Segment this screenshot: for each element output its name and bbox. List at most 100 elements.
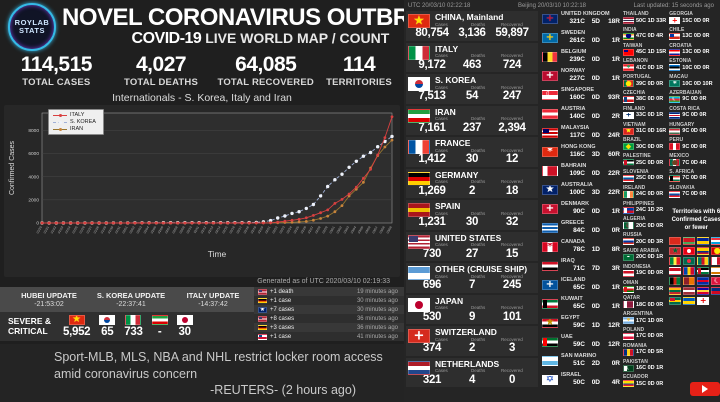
data-point: [297, 210, 301, 214]
flag-mexico: ●: [669, 159, 681, 167]
mini-country-row: VIETNAM ★ 31C 0D 16R: [623, 122, 666, 138]
country-name: VIETNAM: [623, 121, 646, 128]
country-numbers: 160C 0D 93R: [561, 94, 620, 101]
data-point: [340, 198, 344, 201]
cases-value: 261C: [569, 37, 585, 45]
cases-value: 1,269: [418, 184, 446, 197]
deaths-value: 2: [468, 184, 476, 197]
country-name: OMAN: [623, 279, 639, 286]
x-tick-label: 02/19: [250, 225, 257, 234]
deaths-value: 0D: [591, 94, 600, 102]
country-name: ICELAND: [561, 277, 586, 283]
country-name: HONG KONG: [561, 144, 596, 150]
severe-item-japan: 30: [176, 315, 193, 338]
country-numbers: 71C 7D 3R: [561, 265, 620, 272]
deaths-value: 9: [468, 310, 476, 323]
mini-country-row: BAHRAIN 109C 0D 22R: [541, 163, 620, 182]
severe-item-china: ★ 5,952: [63, 315, 91, 338]
country-name: QATAR: [623, 295, 641, 302]
x-tick-label: 03/03: [343, 225, 350, 234]
country-name: UNITED KINGDOM: [561, 11, 610, 17]
legend-dot: [58, 127, 62, 131]
flag-israel: ✡: [542, 375, 558, 385]
recovered-value: 1R: [611, 37, 620, 45]
flag-south-korea: [408, 77, 430, 91]
col-header-label: Deaths: [471, 305, 486, 310]
country-numbers: 24C 1D 2R: [636, 207, 664, 214]
country-name: PORTUGAL: [623, 74, 652, 81]
subtitle-rest: LIVE WORLD MAP / COUNT: [201, 30, 390, 47]
data-point: [362, 176, 365, 180]
recovered-value: 18R: [608, 18, 620, 26]
country-numbers: 13C 0D 0R: [682, 33, 710, 40]
mini-country-row: LEBANON * 41C 0D 1R: [623, 58, 666, 74]
beijing-time: Beijing 20/03/10 10:22:18: [517, 3, 587, 9]
deaths-value: 0D: [591, 56, 600, 64]
territory-flag: [683, 266, 696, 275]
country-name: DENMARK: [561, 201, 590, 207]
logo-text-1: ROYLAB: [14, 17, 50, 27]
flag-emblem: ★: [671, 246, 679, 255]
legend-marker: [53, 120, 67, 124]
country-name: FINLAND: [623, 105, 645, 112]
y-tick-label: 2000: [28, 197, 39, 203]
data-point: [283, 219, 287, 223]
cases-value: 80,754: [415, 27, 449, 39]
flag-emblem: ★: [625, 127, 632, 135]
x-tick-label: 01/28: [93, 225, 100, 234]
country-name: TAIWAN: [623, 42, 643, 49]
data-point: [297, 217, 301, 221]
mini-country-row: AZERBAIJAN ☾ 9C 0D 0R: [669, 90, 720, 106]
flag-estonia: [669, 64, 681, 72]
country-data-row: ☾ 9C 0D 0R: [669, 95, 720, 103]
data-point: [333, 202, 337, 205]
cases-value: 117C: [569, 132, 585, 140]
flag-emblem: ★: [413, 14, 425, 28]
country-name: ESTONIA: [669, 58, 692, 65]
flag-hoist-band: [624, 365, 627, 371]
flag-south-africa: [669, 174, 681, 182]
country-numbers: 30C 0D 0R: [636, 143, 664, 150]
country-name: GEORGIA: [669, 11, 693, 17]
flag-hong-kong: *: [542, 147, 558, 157]
country-card: IRAN Cases Deaths Recovered 7,161 237 2,394: [406, 105, 538, 135]
data-point: [347, 192, 351, 196]
country-name: POLAND: [623, 326, 645, 333]
flag-egypt: ★: [542, 318, 558, 328]
country-data-row: ★ 31C 0D 16R: [623, 127, 666, 135]
country-col-headers: Cases Deaths Recovered: [435, 368, 535, 374]
flag-emblem: *: [547, 147, 553, 157]
col-header-label: Recovered: [501, 147, 523, 153]
country-col-headers: Cases Deaths Recovered: [435, 210, 535, 217]
flag-canton: [259, 316, 263, 319]
country-name: PHILIPPINES: [623, 200, 655, 207]
x-tick-label: 01/21: [43, 225, 50, 234]
data-point: [54, 221, 58, 225]
cases-value: 90C: [573, 208, 585, 216]
country-numbers: 59C 0D 12R: [561, 341, 620, 348]
flag-iceland: +: [542, 280, 558, 290]
cases-value: 109C: [569, 170, 585, 178]
flag-croatia: [669, 48, 681, 56]
country-numbers: 59C 1D 12R: [561, 322, 620, 329]
x-tick-label: 01/29: [100, 225, 107, 234]
col-header-label: Recovered: [501, 84, 523, 90]
flag-iran: [151, 315, 168, 326]
col-header-label: Recovered: [501, 242, 523, 247]
data-point: [304, 206, 308, 211]
territory-flag: [697, 246, 710, 255]
flag-emblem: ●: [625, 80, 632, 88]
country-name: SAN MARINO: [561, 353, 597, 359]
country-name: OTHER (CRUISE SHIP): [435, 265, 528, 274]
col-header-label: Cases: [435, 210, 448, 216]
country-card: UNITED STATES Cases Deaths Recovered 730 27 15: [406, 231, 538, 261]
updates-and-severe: HUBEI UPDATE -21:53:02 S. KOREA UPDATE -22:…: [0, 287, 254, 342]
deaths-value: 0D: [591, 113, 600, 121]
x-tick-label: 03/08: [378, 225, 385, 234]
mini-country-row: BRAZIL ◆ 30C 0D 0R: [623, 137, 666, 153]
youtube-logo[interactable]: [690, 382, 720, 396]
deaths-value: 7D: [591, 265, 600, 273]
mini-country-row: UAE 59C 0D 12R: [541, 334, 620, 353]
flag-iraq: [542, 261, 558, 271]
country-numbers: 10C 0D 10R: [682, 80, 713, 87]
